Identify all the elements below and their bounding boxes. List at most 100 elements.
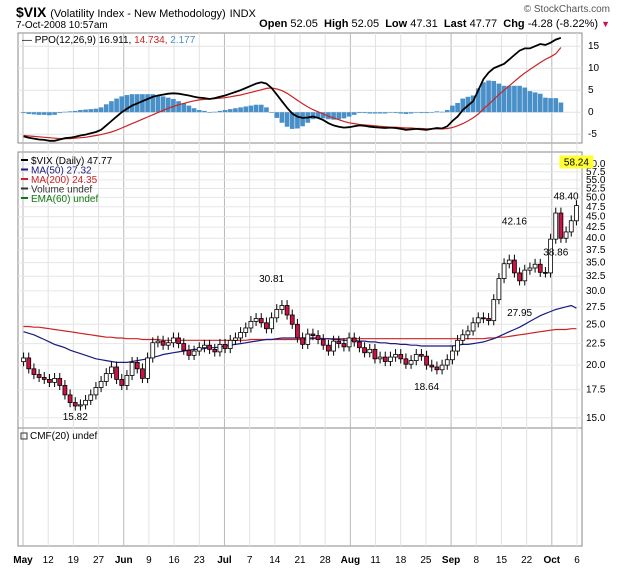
x-tick-label: 15 — [496, 555, 508, 566]
ppo-line — [23, 36, 562, 142]
ppo-histogram-bar — [191, 108, 197, 113]
exchange: INDX — [229, 8, 256, 20]
ppo-histogram-bar — [320, 112, 326, 119]
candle-body — [450, 350, 455, 361]
ppo-histogram-bar — [253, 104, 259, 113]
x-tick-label: 25 — [420, 555, 432, 566]
x-tick-label: Jul — [217, 555, 232, 566]
ppo-histogram-bar — [279, 112, 285, 123]
candle-body — [527, 267, 533, 271]
candle-body — [41, 377, 47, 380]
legend-swatch — [21, 159, 28, 161]
candle-body — [310, 333, 316, 337]
x-tick-label: 8 — [473, 555, 479, 566]
ppo-histogram-bar — [512, 85, 517, 113]
ppo-histogram-bar — [450, 105, 455, 113]
price-tick-label: 55.0 — [586, 175, 606, 186]
candle-body — [186, 349, 192, 356]
cmf-legend: CMF(20) undef — [30, 431, 97, 442]
ppo-histogram-bar — [470, 95, 476, 113]
ppo-tick-label: -5 — [588, 129, 597, 140]
candle-body — [543, 271, 548, 274]
ppo-histogram-bar — [413, 112, 419, 113]
candle-body — [491, 299, 497, 322]
x-axis: May 12 19 27 Jun 9 16 23 Jul 7 14 21 28 Aug 11 18 25 Sep 8… — [13, 555, 580, 566]
ppo-histogram-bar — [408, 112, 414, 114]
ppo-histogram-bar — [258, 104, 264, 113]
ppo-legend-hist: 2.177 — [170, 35, 195, 46]
candle-body — [155, 340, 161, 344]
candle-body — [548, 238, 553, 274]
ppo-histogram-bar — [21, 112, 26, 114]
x-tick-label: 16 — [169, 555, 181, 566]
price-tick-label: 45.0 — [586, 212, 606, 223]
candle-body — [481, 317, 486, 320]
price-legend-entry: MA(50) 27.32 — [31, 166, 92, 177]
candle-body — [367, 348, 373, 354]
ppo-histogram-bar — [284, 112, 290, 127]
highlight-box — [559, 155, 594, 169]
ppo-histogram-bar — [553, 98, 559, 113]
candle-body — [289, 314, 295, 325]
ppo-histogram-bar — [57, 112, 63, 114]
candle-body — [67, 394, 73, 403]
candle-body — [486, 318, 491, 322]
ppo-histogram-bar — [460, 98, 466, 113]
ppo-histogram-bar — [103, 104, 109, 113]
chart-title: $VIX (Volatility Index - New Methodology… — [16, 4, 256, 20]
ppo-histogram-bar — [403, 112, 409, 114]
candle-body — [160, 340, 166, 346]
x-tick-label: 9 — [146, 555, 152, 566]
candle-body — [119, 378, 125, 386]
ppo-legend-signal: 14.734, — [134, 35, 170, 46]
candle-body — [258, 318, 264, 324]
candle-body — [191, 350, 197, 356]
candle-body — [326, 344, 331, 352]
price-tick-label: 52.5 — [586, 183, 606, 194]
candle-body — [62, 385, 68, 396]
ppo-histogram-bar — [129, 94, 135, 113]
x-tick-label: 27 — [93, 555, 105, 566]
cmf-panel: CMF(20) undef — [20, 431, 97, 442]
ppo-tick-label: 10 — [588, 63, 600, 74]
ppo-histogram-bar — [160, 96, 166, 113]
x-tick-label: 12 — [43, 555, 55, 566]
ppo-histogram-bar — [300, 112, 305, 127]
candle-body — [124, 375, 130, 386]
price-tick-label: 47.5 — [586, 202, 606, 213]
candle-body — [331, 340, 336, 352]
ppo-tick-label: 0 — [588, 107, 594, 118]
ppo-histogram-bar — [233, 108, 238, 113]
candle-body — [315, 335, 321, 340]
price-tick-label: 35.0 — [586, 258, 606, 269]
candle-body — [150, 342, 156, 359]
x-tick-label: Jun — [115, 555, 133, 566]
change-value: -4.28 (-8.22%) — [527, 18, 599, 30]
candle-body — [563, 231, 569, 239]
price-tick-label: 22.5 — [586, 339, 606, 350]
candle-body — [439, 364, 445, 371]
candle-body — [455, 339, 460, 352]
legend-swatch — [21, 168, 28, 171]
ppo-histogram-bar — [155, 95, 161, 113]
ppo-histogram-bar — [176, 101, 181, 113]
ppo-histogram-bar — [455, 102, 460, 113]
ppo-histogram-bar — [207, 112, 212, 113]
x-tick-label: 11 — [370, 555, 381, 566]
symbol: $VIX — [16, 4, 47, 20]
candle-body — [553, 212, 559, 240]
x-tick-label: 19 — [68, 555, 80, 566]
ppo-histogram-bar — [217, 110, 223, 113]
ppo-histogram-bar — [388, 112, 393, 113]
candle-body — [465, 330, 471, 336]
legend-swatch — [21, 187, 28, 190]
price-tick-label: 57.5 — [586, 167, 606, 178]
stockcharts-logo: © StockCharts.com — [523, 4, 610, 15]
ppo-histogram-bar — [424, 112, 429, 114]
price-tick-label: 40.0 — [586, 233, 606, 244]
candle-body — [403, 358, 409, 365]
candle-body — [429, 364, 435, 368]
price-annotation: 15.82 — [63, 412, 88, 423]
ppo-histogram-bar — [331, 112, 336, 120]
